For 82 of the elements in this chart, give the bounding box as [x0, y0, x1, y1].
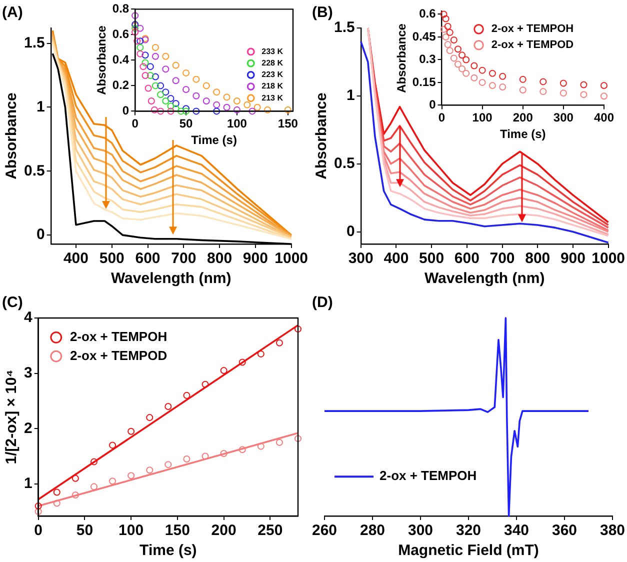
x-tick-label: 0: [132, 116, 139, 131]
legend-label: 2-ox + TEMPOH: [380, 468, 477, 484]
chart-title: (B): [312, 4, 333, 22]
x-axis-title: Magnetic Field (mT): [398, 542, 539, 560]
x-tick-label: 800: [525, 250, 550, 268]
y-tick-label: 0.4: [112, 52, 130, 67]
y-tick-label: 3: [24, 364, 32, 382]
y-axis-title: Absorbance: [394, 23, 409, 93]
y-tick-label: 0: [36, 226, 45, 244]
y-tick-label: 0.5: [334, 154, 355, 172]
x-tick-label: 400: [594, 110, 614, 125]
x-tick-label: 900: [242, 250, 268, 268]
x-tick-label: 300: [408, 522, 434, 540]
y-tick-label: 0.2: [112, 78, 130, 92]
x-axis-title: Time (s): [500, 127, 546, 142]
x-tick-label: 800: [207, 250, 232, 268]
x-tick-label: 150: [278, 116, 298, 131]
legend-label: 223 K: [262, 70, 284, 80]
legend-label: 2-ox + TEMPOH: [491, 23, 574, 36]
x-axis-title: Time (s): [140, 542, 197, 560]
y-axis-title: Absorbance: [94, 25, 109, 95]
x-tick-label: 500: [419, 250, 444, 268]
x-axis-title: Wavelength (nm): [424, 270, 545, 288]
legend-label: 228 K: [262, 58, 284, 68]
legend-label: 213 K: [262, 93, 284, 102]
x-tick-label: 700: [490, 250, 515, 268]
x-tick-label: 200: [211, 522, 236, 540]
y-tick-label: 0.3: [419, 52, 436, 66]
x-axis-title: Wavelength (nm): [110, 270, 232, 288]
x-tick-label: 200: [512, 110, 534, 125]
y-tick-label: 0.5: [24, 162, 45, 180]
y-axis-title: Absorbance: [3, 92, 20, 180]
y-tick-label: 0.15: [412, 74, 436, 89]
legend-label: 233 K: [262, 46, 284, 56]
y-tick-label: 1.5: [334, 19, 355, 36]
x-tick-label: 1000: [592, 250, 626, 268]
legend-label: 2-ox + TEMPOH: [70, 329, 168, 344]
x-axis-title: Time (s): [191, 133, 237, 148]
x-tick-label: 100: [118, 522, 144, 540]
x-tick-label: 100: [226, 116, 248, 131]
x-tick-label: 100: [472, 110, 493, 125]
y-axis-title: Absorbance: [313, 92, 330, 180]
legend-label: 2-ox + TEMPOD: [491, 39, 574, 52]
y-tick-label: 0.45: [412, 29, 436, 44]
x-tick-label: 280: [360, 522, 386, 540]
chart-title: (A): [2, 4, 23, 22]
y-tick-label: 1: [24, 475, 32, 492]
x-tick-label: 0: [438, 110, 446, 125]
y-tick-label: 4: [24, 309, 33, 326]
x-tick-label: 320: [456, 522, 482, 540]
x-tick-label: 600: [135, 250, 160, 268]
y-tick-label: 0.6: [112, 27, 130, 42]
x-tick-label: 380: [600, 522, 625, 540]
y-tick-label: 2: [24, 420, 32, 437]
x-tick-label: 600: [454, 250, 480, 268]
x-tick-label: 1000: [274, 250, 308, 268]
x-tick-label: 300: [348, 250, 374, 268]
x-tick-label: 360: [552, 522, 578, 540]
x-tick-label: 400: [384, 250, 409, 268]
y-tick-label: 0: [429, 98, 436, 112]
x-tick-label: 260: [312, 522, 338, 540]
y-axis-title: 1/[2-ox] × 10⁴: [3, 370, 20, 464]
chart-title: (D): [312, 294, 333, 312]
y-tick-label: 1: [36, 98, 45, 116]
x-tick-label: 50: [76, 522, 94, 540]
x-tick-label: 700: [171, 250, 196, 268]
legend-label: 218 K: [262, 82, 284, 91]
x-tick-label: 900: [560, 250, 586, 268]
chart-title: (C): [2, 294, 23, 312]
x-tick-label: 250: [258, 522, 283, 540]
x-tick-label: 340: [504, 522, 530, 540]
x-tick-label: 50: [179, 116, 194, 131]
x-tick-label: 400: [63, 250, 88, 268]
y-tick-label: 0.8: [112, 2, 130, 16]
x-tick-label: 150: [164, 522, 190, 540]
y-tick-label: 1: [346, 87, 355, 104]
x-tick-label: 300: [553, 110, 574, 125]
y-tick-label: 1.5: [24, 34, 45, 52]
y-tick-label: 0: [346, 222, 355, 240]
legend-label: 2-ox + TEMPOD: [70, 348, 168, 363]
x-tick-label: 500: [99, 250, 124, 268]
y-tick-label: 0.6: [419, 6, 436, 21]
